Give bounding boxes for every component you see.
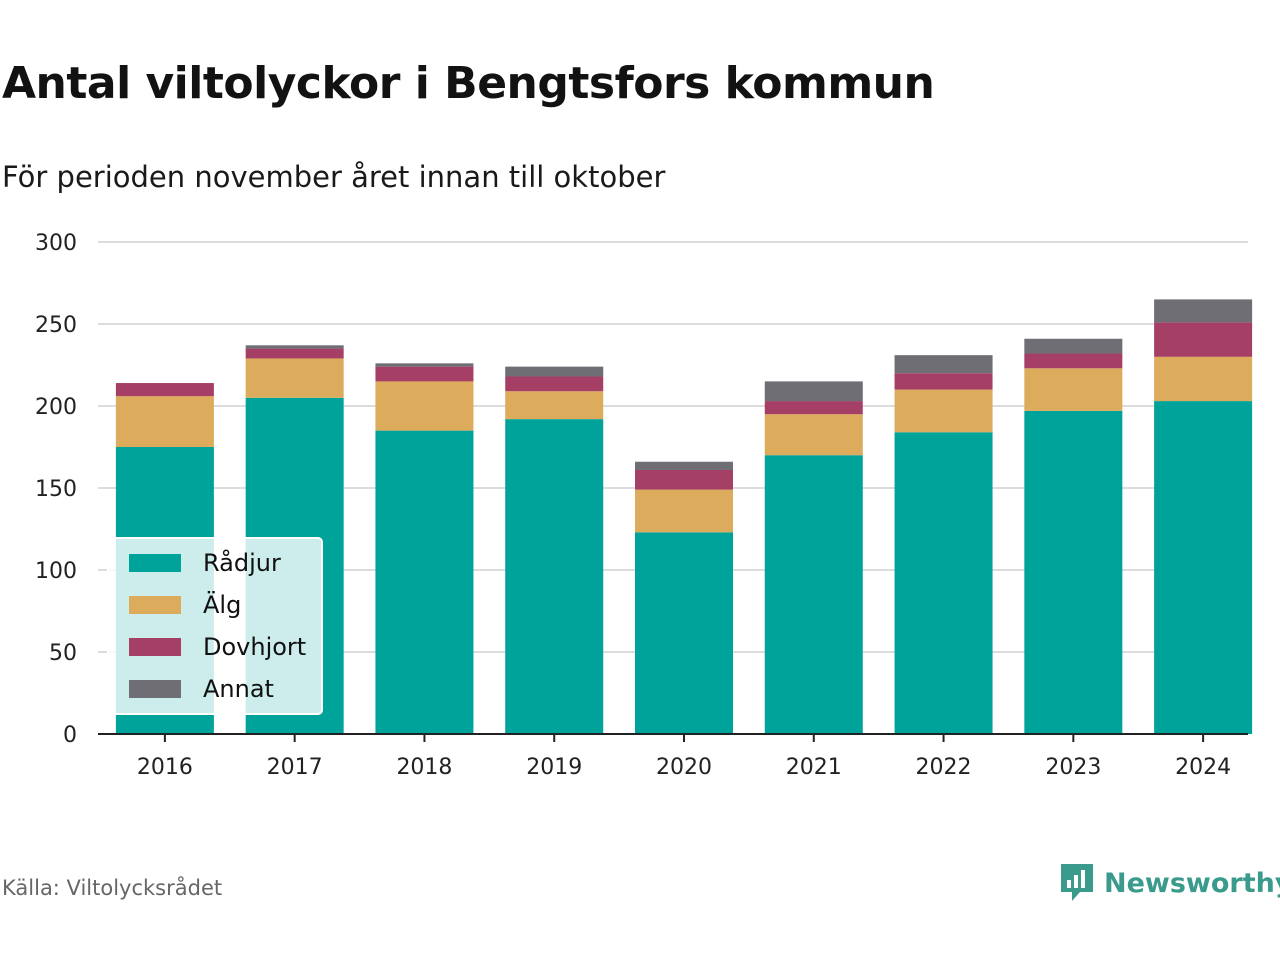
bar-chart-speech-bubble-icon [1061, 864, 1093, 901]
bar-segment-annat-2019 [505, 366, 604, 377]
bar-segment-dovhjort-2023 [1024, 353, 1123, 369]
bar-segment-rådjur-2020 [635, 532, 733, 734]
bar-segment-älg-2019 [505, 391, 604, 420]
bar-segment-annat-2020 [635, 461, 733, 470]
legend-box [107, 537, 323, 715]
chart-subtitle: För perioden november året innan till ok… [2, 160, 666, 194]
bar-segment-annat-2022 [894, 355, 993, 374]
legend-label-rådjur: Rådjur [203, 548, 281, 577]
y-tick-label: 200 [35, 395, 77, 420]
bar-segment-dovhjort-2024 [1154, 322, 1253, 357]
bar-segment-dovhjort-2022 [894, 373, 993, 390]
bar-segment-annat-2018 [375, 363, 474, 367]
legend-label-dovhjort: Dovhjort [203, 633, 306, 661]
y-axis-ticks: 0 50 100 150 200 250 300 [35, 231, 77, 748]
bar-segment-rådjur-2023 [1024, 410, 1123, 734]
bar-segment-dovhjort-2018 [375, 366, 474, 382]
legend-swatch-älg [129, 596, 181, 614]
y-tick-label: 50 [49, 641, 77, 666]
bar-segment-dovhjort-2016 [115, 383, 214, 397]
legend-swatch-annat [129, 680, 181, 698]
bar-segment-rådjur-2021 [764, 455, 863, 734]
bar-segment-annat-2021 [764, 381, 863, 402]
bar-segment-annat-2017 [245, 345, 344, 349]
bar-segment-älg-2018 [375, 381, 474, 431]
bar-segment-älg-2024 [1154, 356, 1253, 402]
bar-segment-dovhjort-2021 [764, 401, 863, 415]
brand-name: Newsworthy [1104, 867, 1280, 899]
x-tick-label: 2022 [916, 755, 972, 780]
bar-segment-annat-2024 [1154, 299, 1253, 323]
bar-segment-älg-2021 [764, 414, 863, 456]
bar-segment-dovhjort-2020 [635, 469, 733, 490]
legend-label-annat: Annat [203, 675, 274, 703]
bar-segment-älg-2023 [1024, 368, 1123, 411]
x-tick-label: 2021 [786, 755, 842, 780]
x-axis-ticks: 2016 2017 2018 2019 2020 2021 2022 2023 2024 [98, 733, 1248, 780]
y-tick-label: 100 [35, 559, 77, 584]
x-tick-label: 2019 [526, 755, 582, 780]
bar-segment-rådjur-2022 [894, 432, 993, 734]
bar-segment-älg-2022 [894, 389, 993, 433]
brand-logo: Newsworthy [1058, 862, 1280, 904]
x-tick-label: 2020 [656, 755, 712, 780]
x-tick-label: 2017 [267, 755, 323, 780]
x-tick-label: 2023 [1045, 755, 1101, 780]
source-note: Källa: Viltolycksrådet [2, 876, 223, 900]
x-tick-label: 2018 [396, 755, 452, 780]
bars [115, 299, 1253, 734]
bar-segment-dovhjort-2017 [245, 348, 344, 359]
legend-swatch-rådjur [129, 554, 181, 572]
bar-segment-älg-2017 [245, 358, 344, 398]
y-tick-label: 250 [35, 313, 77, 338]
legend: Rådjur Älg Dovhjort Annat [107, 537, 323, 715]
y-tick-label: 0 [63, 723, 77, 748]
y-tick-label: 300 [35, 231, 77, 256]
bar-segment-älg-2020 [635, 489, 733, 533]
bar-segment-rådjur-2019 [505, 419, 604, 734]
chart-title: Antal viltolyckor i Bengtsfors kommun [2, 58, 935, 109]
bar-segment-rådjur-2024 [1154, 401, 1253, 734]
bar-segment-annat-2023 [1024, 338, 1123, 354]
legend-swatch-dovhjort [129, 638, 181, 656]
bar-segment-dovhjort-2019 [505, 376, 604, 392]
bar-segment-älg-2016 [115, 396, 214, 447]
x-tick-label: 2016 [137, 755, 193, 780]
legend-label-älg: Älg [203, 590, 241, 619]
y-tick-label: 150 [35, 477, 77, 502]
x-tick-label: 2024 [1175, 755, 1231, 780]
bar-segment-rådjur-2018 [375, 430, 474, 734]
